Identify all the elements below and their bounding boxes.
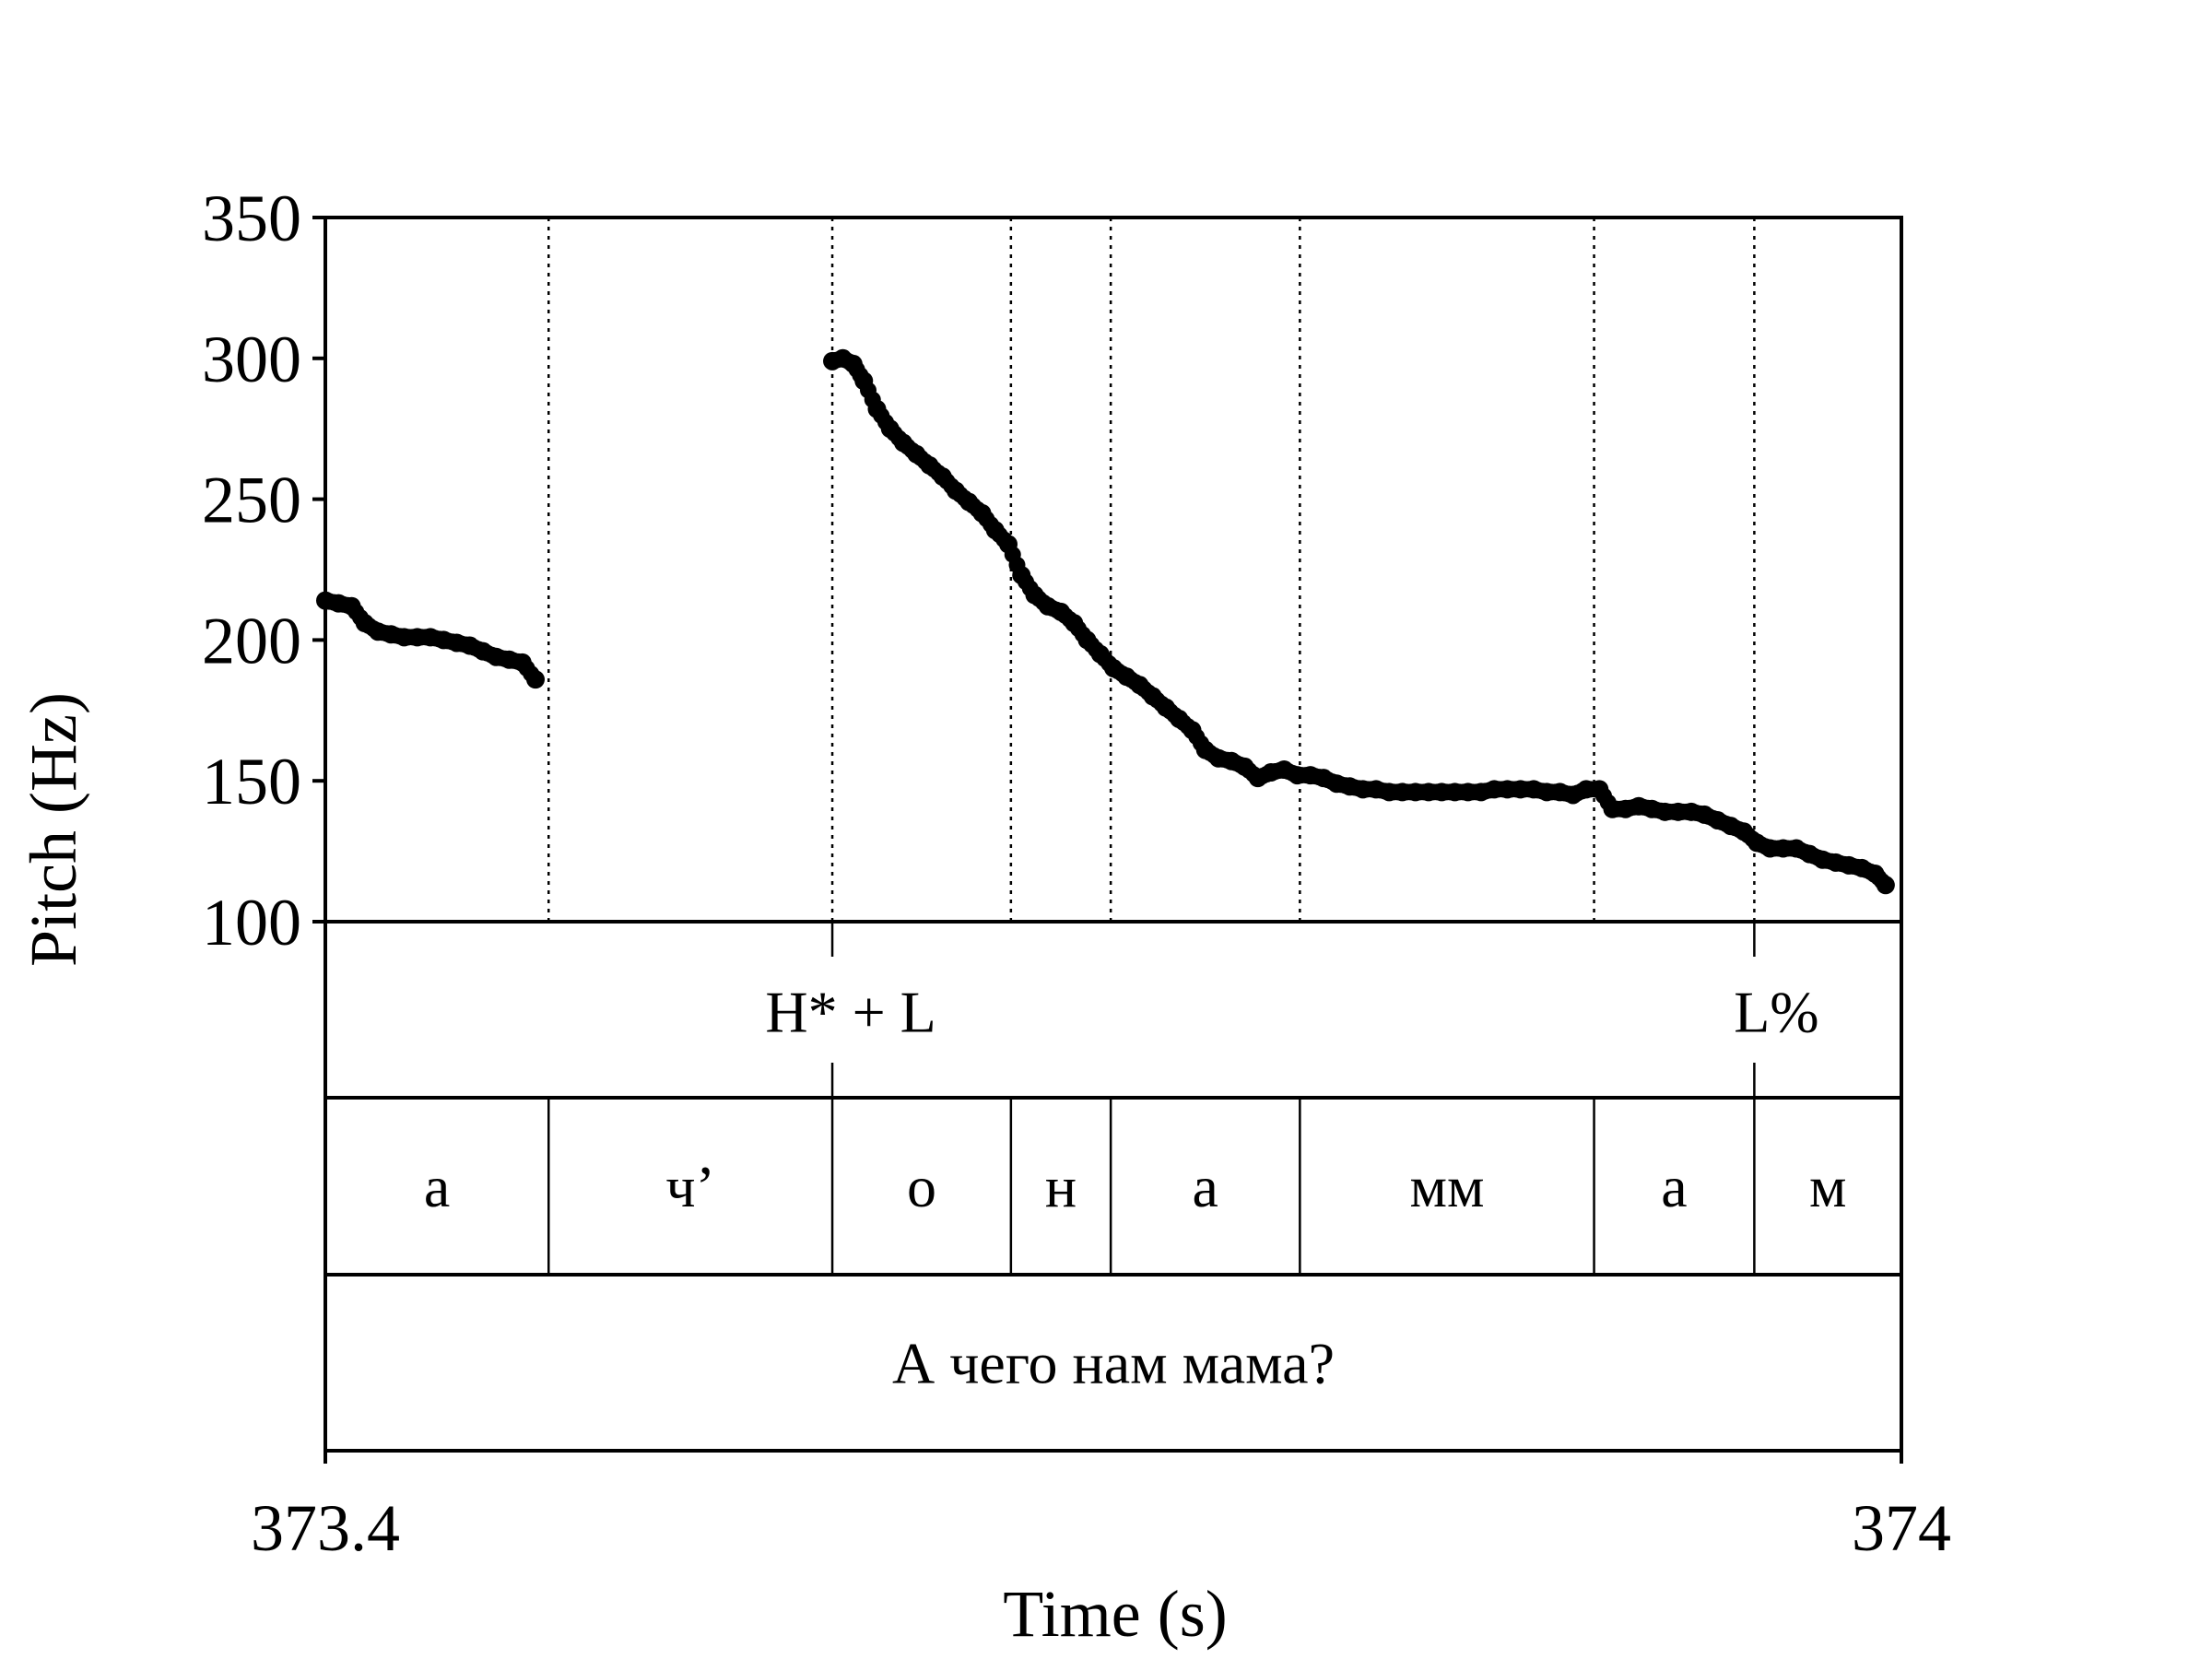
x-axis-title: Time (s) (1003, 1577, 1227, 1651)
segment-tier: а ч’ о н а мм а м (424, 1154, 1847, 1219)
x-tick-label: 373.4 (251, 1491, 400, 1565)
segment-label: а (1661, 1154, 1687, 1219)
segment-label: о (907, 1154, 936, 1219)
segment-label: а (1193, 1154, 1218, 1219)
x-tick-label: 374 (1852, 1491, 1951, 1565)
segment-boundaries (547, 218, 1756, 1275)
segment-label: ч’ (665, 1154, 715, 1219)
y-tick-label: 350 (202, 182, 301, 255)
plot-border (324, 216, 1903, 1453)
y-tick-label: 250 (202, 464, 301, 537)
utterance-tier: А чего нам мама? (892, 1331, 1335, 1396)
segment-label: а (424, 1154, 450, 1219)
tone-tier: H* + L L% (765, 922, 1819, 1098)
segment-label: н (1045, 1154, 1077, 1219)
tone-label: H* + L (765, 980, 935, 1045)
plot-frame (324, 216, 1903, 1453)
y-tick-label: 300 (202, 323, 301, 396)
tone-label: L% (1734, 980, 1818, 1045)
segment-label: мм (1409, 1154, 1484, 1219)
segment-label: м (1809, 1154, 1847, 1219)
y-axis-title: Pitch (Hz) (17, 692, 90, 967)
pitch-point (526, 670, 545, 689)
axis-ticks: 100 150 200 250 300 350 373.4 374 (202, 182, 1951, 1565)
y-tick-label: 150 (202, 745, 301, 818)
pitch-track (316, 348, 1895, 895)
pitch-point (1876, 876, 1895, 895)
utterance-label: А чего нам мама? (892, 1331, 1335, 1396)
y-tick-label: 200 (202, 604, 301, 677)
y-tick-label: 100 (202, 886, 301, 959)
